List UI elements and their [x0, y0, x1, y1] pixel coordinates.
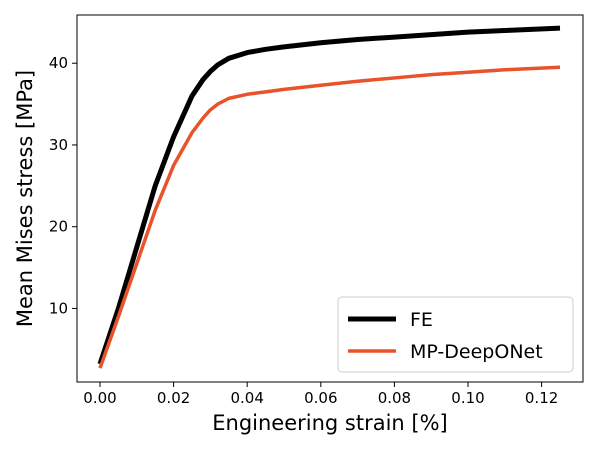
legend-box — [337, 296, 574, 373]
x-axis: 0.00 0.02 0.04 0.06 0.08 0.10 0.12 — [83, 382, 558, 407]
series-line-fe — [97, 25, 561, 365]
x-tick-label: 0.06 — [304, 389, 337, 407]
x-tick-label: 0.10 — [451, 389, 484, 407]
x-tick-label: 0.12 — [525, 389, 558, 407]
y-tick-label: 40 — [49, 54, 68, 72]
x-tick-label: 0.04 — [230, 389, 263, 407]
x-tick-label: 0.02 — [157, 389, 190, 407]
x-tick-label: 0.08 — [378, 389, 411, 407]
series-layer — [97, 25, 561, 369]
y-axis-label: Mean Mises stress [MPa] — [13, 70, 37, 327]
plot-frame — [76, 14, 584, 383]
y-tick-label: 10 — [49, 299, 68, 317]
y-tick-label: 20 — [49, 218, 68, 236]
legend: FE MP-DeepONet — [337, 296, 574, 373]
legend-label-fe: FE — [410, 309, 433, 331]
y-axis: 10 20 30 40 — [49, 54, 77, 317]
series-line-mp-deeponet — [98, 65, 561, 369]
x-axis-label: Engineering strain [%] — [212, 411, 448, 435]
x-tick-label: 0.00 — [83, 389, 116, 407]
y-tick-label: 30 — [49, 136, 68, 154]
legend-label-mp-deeponet: MP-DeepONet — [410, 341, 543, 363]
